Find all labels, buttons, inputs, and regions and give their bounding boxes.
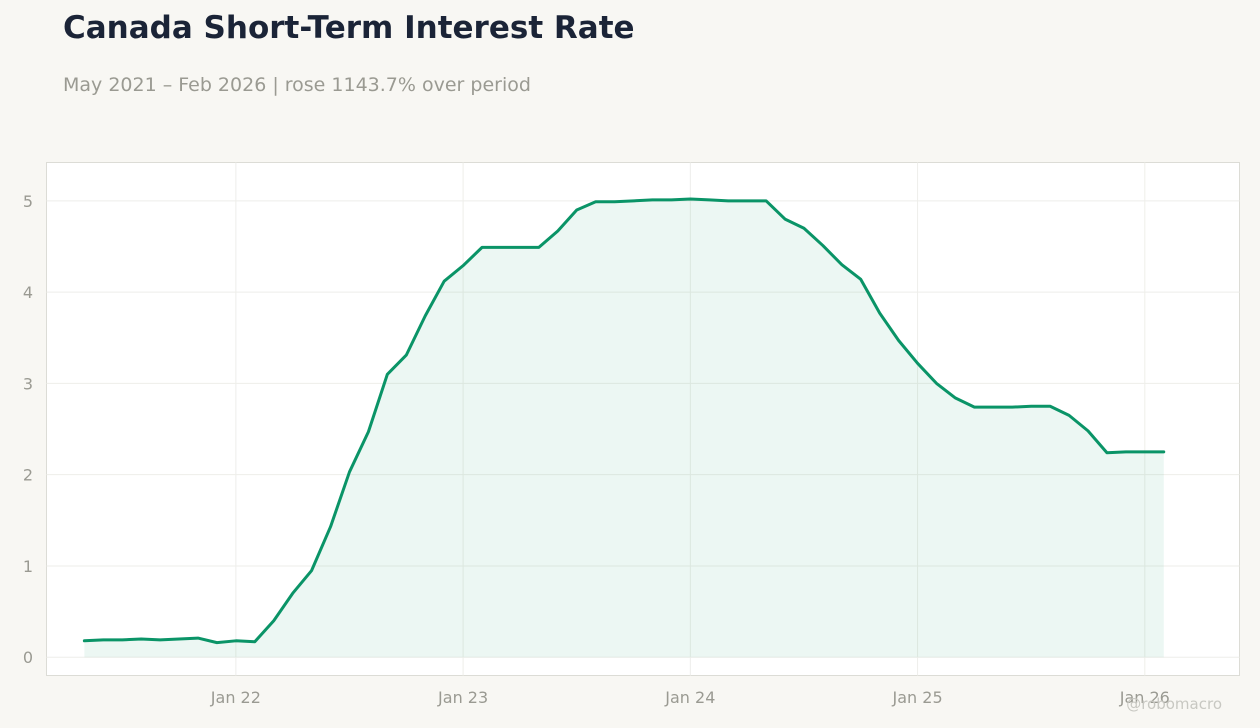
y-tick-label: 2 — [23, 466, 33, 485]
data-point — [992, 406, 995, 409]
data-point — [973, 406, 976, 409]
data-point — [272, 619, 275, 622]
y-tick-label: 3 — [23, 374, 33, 393]
data-point — [1105, 451, 1108, 454]
data-point — [1124, 450, 1127, 453]
series-layer — [82, 197, 1166, 658]
data-point — [1030, 405, 1033, 408]
data-point — [802, 227, 805, 230]
data-point — [784, 218, 787, 221]
data-point — [1011, 406, 1014, 409]
series-area — [84, 199, 1164, 658]
data-point — [689, 198, 692, 201]
data-point — [234, 639, 237, 642]
data-point — [443, 280, 446, 283]
data-point — [159, 638, 162, 641]
x-tick-label: Jan 23 — [437, 688, 488, 707]
data-point — [594, 200, 597, 203]
data-point — [178, 637, 181, 640]
data-point — [1162, 450, 1165, 453]
data-point — [386, 373, 389, 376]
data-point — [840, 263, 843, 266]
y-tick-label: 0 — [23, 648, 33, 667]
data-point — [424, 314, 427, 317]
data-point — [121, 638, 124, 641]
x-tick-label: Jan 25 — [892, 688, 943, 707]
data-point — [518, 246, 521, 249]
data-point — [613, 200, 616, 203]
data-point — [746, 199, 749, 202]
data-point — [1087, 429, 1090, 432]
axis-labels: 0 1 2 3 4 5 Jan 22 Jan 23 Jan 24 Jan 25 Jan 26 — [23, 192, 1170, 707]
data-point — [102, 638, 105, 641]
data-point — [821, 244, 824, 247]
data-point — [632, 199, 635, 202]
chart-subtitle: May 2021 – Feb 2026 | rose 1143.7% over … — [63, 74, 531, 96]
data-point — [253, 640, 256, 643]
data-point — [859, 278, 862, 281]
data-point — [575, 208, 578, 211]
data-point — [651, 198, 654, 201]
grid-lines — [46, 162, 1240, 676]
data-point — [765, 199, 768, 202]
plot-area — [46, 162, 1240, 676]
y-tick-label: 4 — [23, 283, 33, 302]
data-point — [878, 312, 881, 315]
data-point — [727, 199, 730, 202]
data-point — [916, 362, 919, 365]
data-point — [708, 198, 711, 201]
data-point — [348, 470, 351, 473]
data-point — [329, 525, 332, 528]
y-tick-label: 1 — [23, 557, 33, 576]
x-tick-label: Jan 24 — [664, 688, 715, 707]
data-point — [462, 264, 465, 267]
data-point — [1068, 414, 1071, 417]
data-point — [556, 229, 559, 232]
data-point — [196, 637, 199, 640]
y-tick-label: 5 — [23, 192, 33, 211]
data-point — [537, 246, 540, 249]
data-point — [83, 639, 86, 642]
x-tick-label: Jan 22 — [210, 688, 261, 707]
data-point — [1143, 450, 1146, 453]
data-point — [1049, 405, 1052, 408]
data-point — [310, 569, 313, 572]
chart-title: Canada Short-Term Interest Rate — [63, 10, 635, 46]
data-point — [954, 397, 957, 400]
x-tick-label: Jan 26 — [1119, 688, 1170, 707]
data-point — [405, 354, 408, 357]
data-point — [499, 246, 502, 249]
series-line — [82, 197, 1166, 645]
watermark: @robomacro — [1126, 695, 1222, 713]
data-point — [670, 198, 673, 201]
data-point — [140, 637, 143, 640]
data-point — [897, 339, 900, 342]
data-point — [215, 641, 218, 644]
data-point — [481, 246, 484, 249]
data-point — [367, 430, 370, 433]
data-point — [291, 592, 294, 595]
data-point — [935, 382, 938, 385]
